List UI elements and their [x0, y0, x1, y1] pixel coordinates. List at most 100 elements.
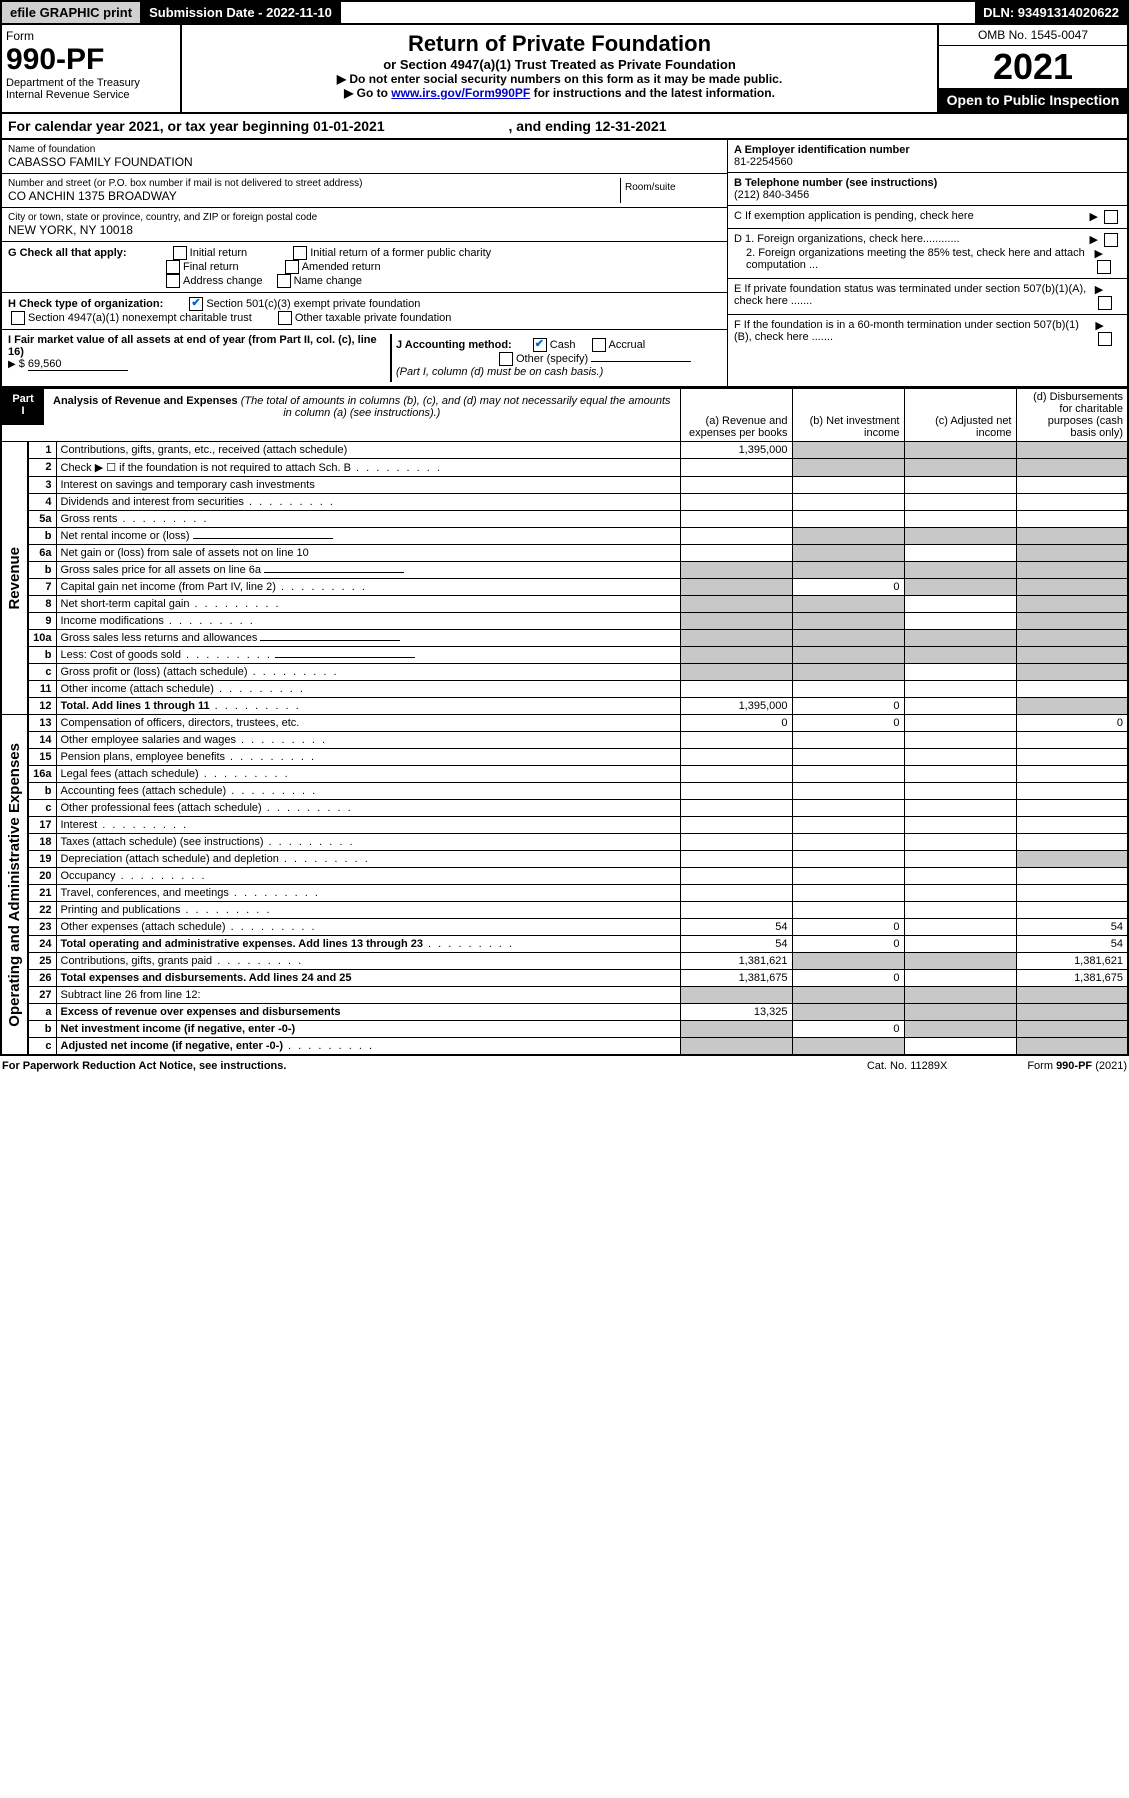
cell-6a-c [904, 545, 1016, 562]
cell-b-a [680, 647, 792, 664]
cell-27-c [904, 987, 1016, 1004]
phone-label: B Telephone number (see instructions) [734, 177, 937, 189]
row-desc: Net investment income (if negative, ente… [56, 1021, 680, 1038]
cell-15-a [680, 749, 792, 766]
cell-8-d [1016, 596, 1128, 613]
chk-address-change[interactable] [166, 274, 180, 288]
cell-a-d [1016, 1004, 1128, 1021]
foundation-name: CABASSO FAMILY FOUNDATION [8, 155, 721, 169]
chk-f[interactable] [1098, 332, 1112, 346]
cell-4-c [904, 494, 1016, 511]
row-num: c [28, 800, 56, 817]
row-num: 4 [28, 494, 56, 511]
name-label: Name of foundation [8, 144, 721, 155]
cell-14-d [1016, 732, 1128, 749]
cell-25-b [792, 953, 904, 970]
expenses-side-label: Operating and Administrative Expenses [6, 743, 23, 1027]
page-footer: For Paperwork Reduction Act Notice, see … [0, 1056, 1129, 1076]
part1-table: Part I Analysis of Revenue and Expenses … [0, 388, 1129, 1056]
chk-other-taxable[interactable] [278, 311, 292, 325]
row-num: b [28, 1021, 56, 1038]
cell-b-d [1016, 647, 1128, 664]
cell-9-d [1016, 613, 1128, 630]
row-desc: Net short-term capital gain [56, 596, 680, 613]
row-desc: Net rental income or (loss) [56, 528, 680, 545]
row-num: 16a [28, 766, 56, 783]
cell-2-b [792, 459, 904, 477]
cell-b-b: 0 [792, 1021, 904, 1038]
chk-d2[interactable] [1097, 260, 1111, 274]
cell-25-a: 1,381,621 [680, 953, 792, 970]
row-desc: Gross sales less returns and allowances [56, 630, 680, 647]
row-desc: Other expenses (attach schedule) [56, 919, 680, 936]
i-label: I Fair market value of all assets at end… [8, 334, 377, 358]
fmv-value: 69,560 [28, 358, 128, 371]
f-label: F If the foundation is in a 60-month ter… [734, 319, 1095, 346]
cell-7-a [680, 579, 792, 596]
row-num: 23 [28, 919, 56, 936]
chk-4947[interactable] [11, 311, 25, 325]
chk-other-spec[interactable] [499, 352, 513, 366]
footer-cat: Cat. No. 11289X [867, 1060, 948, 1072]
cell-26-a: 1,381,675 [680, 970, 792, 987]
row-desc: Legal fees (attach schedule) [56, 766, 680, 783]
cell-9-b [792, 613, 904, 630]
dln: DLN: 93491314020622 [975, 2, 1127, 23]
identification-block: Name of foundation CABASSO FAMILY FOUNDA… [0, 140, 1129, 388]
chk-cash[interactable] [533, 338, 547, 352]
ein-value: 81-2254560 [734, 156, 793, 168]
row-desc: Capital gain net income (from Part IV, l… [56, 579, 680, 596]
section-g: G Check all that apply: Initial return I… [2, 242, 727, 293]
cell-4-d [1016, 494, 1128, 511]
cell-19-c [904, 851, 1016, 868]
footer-right: Form 990-PF (2021) [1027, 1060, 1127, 1072]
cell-12-a: 1,395,000 [680, 698, 792, 715]
chk-c[interactable] [1104, 210, 1118, 224]
row-num: 19 [28, 851, 56, 868]
cell-b-d [1016, 562, 1128, 579]
row-num: 15 [28, 749, 56, 766]
chk-initial-former[interactable] [293, 246, 307, 260]
cell-b-a [680, 528, 792, 545]
row-num: 17 [28, 817, 56, 834]
part1-title: Analysis of Revenue and Expenses [53, 395, 238, 407]
open-to-public: Open to Public Inspection [939, 88, 1127, 112]
chk-accrual[interactable] [592, 338, 606, 352]
row-desc: Excess of revenue over expenses and disb… [56, 1004, 680, 1021]
j-note: (Part I, column (d) must be on cash basi… [396, 366, 603, 378]
cell-11-b [792, 681, 904, 698]
cell-13-d: 0 [1016, 715, 1128, 732]
j-cash: Cash [550, 339, 576, 351]
chk-amended[interactable] [285, 260, 299, 274]
cell-c-d [1016, 800, 1128, 817]
row-num: 20 [28, 868, 56, 885]
cell-10a-d [1016, 630, 1128, 647]
chk-initial-return[interactable] [173, 246, 187, 260]
chk-name-change[interactable] [277, 274, 291, 288]
row-num: 1 [28, 442, 56, 459]
cell-b-c [904, 1021, 1016, 1038]
cell-12-d [1016, 698, 1128, 715]
cell-10a-a [680, 630, 792, 647]
calyear-end: 12-31-2021 [595, 118, 667, 134]
cell-18-d [1016, 834, 1128, 851]
calyear-mid: , and ending [509, 118, 595, 134]
address-label: Number and street (or P.O. box number if… [8, 178, 620, 189]
chk-final-return[interactable] [166, 260, 180, 274]
efile-print-button[interactable]: efile GRAPHIC print [2, 2, 141, 23]
g-opt-5: Name change [294, 275, 363, 287]
cell-24-a: 54 [680, 936, 792, 953]
row-num: a [28, 1004, 56, 1021]
cell-c-b [792, 800, 904, 817]
chk-e[interactable] [1098, 296, 1112, 310]
form990pf-link[interactable]: www.irs.gov/Form990PF [391, 86, 530, 100]
cell-18-b [792, 834, 904, 851]
chk-d1[interactable] [1104, 233, 1118, 247]
cell-5a-b [792, 511, 904, 528]
row-num: c [28, 664, 56, 681]
chk-501c3[interactable] [189, 297, 203, 311]
row-num: 2 [28, 459, 56, 477]
row-desc: Printing and publications [56, 902, 680, 919]
row-desc: Less: Cost of goods sold [56, 647, 680, 664]
d2-label: 2. Foreign organizations meeting the 85%… [734, 247, 1094, 274]
